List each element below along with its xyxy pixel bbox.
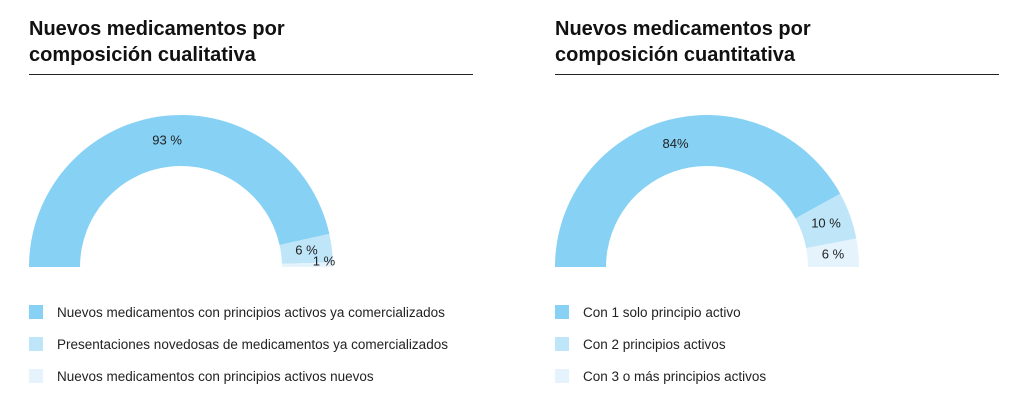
- chart-title-line-1: Nuevos medicamentos por: [29, 18, 285, 40]
- legend-swatch: [555, 369, 569, 383]
- slice-value-label: 1 %: [313, 253, 336, 268]
- legend: Nuevos medicamentos con principios activ…: [29, 296, 448, 392]
- donut-slice: [806, 238, 859, 267]
- legend-swatch: [29, 337, 43, 351]
- legend-swatch: [29, 369, 43, 383]
- chart-title-line-2: composición cualitativa: [29, 44, 256, 66]
- quantitative-chart-panel: Nuevos medicamentos por composición cuan…: [555, 0, 999, 406]
- legend-item: Nuevos medicamentos con principios activ…: [29, 296, 448, 328]
- legend-label: Nuevos medicamentos con principios activ…: [57, 368, 374, 384]
- chart-title-line-2: composición cuantitativa: [555, 44, 796, 66]
- legend-label: Presentaciones novedosas de medicamentos…: [57, 336, 448, 352]
- legend-swatch: [29, 305, 43, 319]
- title-divider: [555, 74, 999, 75]
- title-divider: [29, 74, 473, 75]
- donut-slice: [279, 233, 333, 264]
- legend-swatch: [555, 305, 569, 319]
- chart-title: Nuevos medicamentos por composición cuan…: [555, 16, 999, 68]
- legend-label: Con 3 o más principios activos: [583, 368, 767, 384]
- legend-item: Presentaciones novedosas de medicamentos…: [29, 328, 448, 360]
- slice-value-label: 84%: [663, 136, 689, 151]
- legend-swatch: [555, 337, 569, 351]
- slice-value-label: 10 %: [811, 216, 841, 231]
- donut-slice: [555, 115, 841, 267]
- qualitative-half-donut-chart: 93 % 6 %1 %: [29, 114, 336, 268]
- donut-slice: [29, 114, 330, 267]
- donut-slice: [795, 193, 857, 249]
- legend-item: Con 1 solo principio activo: [555, 296, 766, 328]
- chart-title: Nuevos medicamentos por composición cual…: [29, 16, 473, 68]
- donut-slice: [281, 262, 333, 267]
- quantitative-half-donut-chart: 84% 10 % 6 %: [555, 115, 859, 267]
- slice-value-label: 6 %: [822, 247, 845, 262]
- legend-label: Con 2 principios activos: [583, 336, 726, 352]
- legend-label: Con 1 solo principio activo: [583, 304, 741, 320]
- slice-value-label: 6 %: [295, 243, 318, 258]
- legend-label: Nuevos medicamentos con principios activ…: [57, 304, 445, 320]
- legend-item: Con 3 o más principios activos: [555, 360, 766, 392]
- slice-value-label: 93 %: [152, 133, 182, 148]
- legend: Con 1 solo principio activo Con 2 princi…: [555, 296, 766, 392]
- chart-title-line-1: Nuevos medicamentos por: [555, 18, 811, 40]
- legend-item: Nuevos medicamentos con principios activ…: [29, 360, 448, 392]
- legend-item: Con 2 principios activos: [555, 328, 766, 360]
- qualitative-chart-panel: Nuevos medicamentos por composición cual…: [29, 0, 473, 406]
